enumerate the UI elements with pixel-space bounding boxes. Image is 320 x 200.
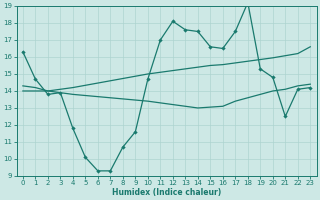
X-axis label: Humidex (Indice chaleur): Humidex (Indice chaleur) — [112, 188, 221, 197]
